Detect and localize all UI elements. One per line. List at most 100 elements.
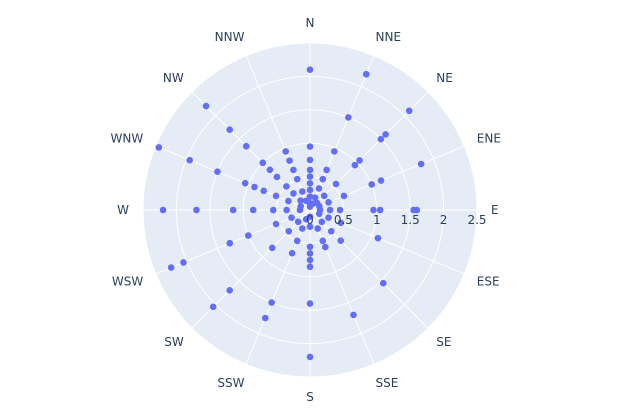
data-point-66 bbox=[226, 287, 233, 294]
data-point-103 bbox=[290, 166, 297, 174]
data-point-21 bbox=[356, 157, 363, 164]
data-point-20 bbox=[377, 135, 385, 143]
data-point-97 bbox=[273, 173, 281, 181]
data-point-104 bbox=[293, 175, 301, 183]
data-point-39 bbox=[374, 234, 382, 242]
data-point-40 bbox=[337, 219, 345, 227]
radial-tick-labels: 0 0.5 1 1.5 2 2.5 bbox=[306, 213, 486, 227]
data-point-37 bbox=[326, 206, 334, 214]
data-point-101 bbox=[282, 148, 290, 155]
data-point-52 bbox=[306, 300, 314, 307]
data-point-30 bbox=[325, 199, 332, 206]
direction-label-sse: SSE bbox=[376, 376, 399, 390]
data-point-14 bbox=[319, 175, 327, 183]
angular-grid-line-sse bbox=[309, 209, 375, 365]
data-point-27 bbox=[377, 177, 385, 184]
data-point-34 bbox=[376, 206, 384, 214]
data-point-46 bbox=[318, 218, 326, 226]
data-point-94 bbox=[242, 142, 250, 150]
data-point-53 bbox=[306, 263, 314, 271]
data-point-98 bbox=[283, 183, 290, 190]
data-point-89 bbox=[272, 192, 280, 200]
data-point-56 bbox=[306, 243, 314, 251]
direction-labels: N NNE NE ENE E ESE SE SSE S SSW SW WSW W WNW NW NNW bbox=[111, 16, 501, 404]
data-point-102 bbox=[286, 157, 293, 164]
data-points bbox=[155, 66, 425, 361]
direction-label-ssw: SSW bbox=[217, 376, 244, 390]
data-point-28 bbox=[368, 181, 376, 188]
direction-label-s: S bbox=[306, 390, 314, 404]
data-point-4 bbox=[306, 173, 314, 180]
data-point-19 bbox=[382, 131, 389, 138]
direction-label-n: N bbox=[306, 16, 315, 30]
data-point-67 bbox=[268, 244, 276, 252]
data-point-87 bbox=[251, 183, 258, 191]
data-point-41 bbox=[325, 214, 332, 221]
angular-grid-line-ene bbox=[309, 145, 465, 211]
data-point-84 bbox=[186, 156, 193, 164]
data-point-77 bbox=[193, 206, 200, 214]
data-point-73 bbox=[244, 232, 252, 239]
direction-label-se: SE bbox=[436, 335, 451, 349]
direction-label-ese: ESE bbox=[477, 275, 500, 289]
data-point-0 bbox=[306, 66, 314, 74]
direction-label-w: W bbox=[117, 203, 129, 217]
data-point-74 bbox=[272, 220, 280, 228]
data-point-100 bbox=[297, 197, 304, 204]
data-point-83 bbox=[155, 144, 163, 151]
data-point-29 bbox=[340, 192, 348, 200]
data-point-78 bbox=[229, 206, 237, 214]
data-point-63 bbox=[299, 225, 306, 232]
data-point-99 bbox=[290, 190, 297, 197]
angular-grid-line-wnw bbox=[155, 145, 311, 211]
data-point-62 bbox=[293, 237, 301, 245]
data-point-5 bbox=[306, 179, 314, 187]
data-point-68 bbox=[285, 227, 293, 235]
data-point-23 bbox=[332, 180, 340, 188]
angular-grid-line-nnw bbox=[245, 55, 311, 211]
data-point-45 bbox=[327, 227, 335, 235]
data-point-75 bbox=[288, 214, 295, 221]
data-point-90 bbox=[285, 197, 292, 205]
data-point-24 bbox=[320, 192, 328, 200]
data-point-15 bbox=[315, 185, 323, 192]
data-point-95 bbox=[259, 159, 267, 167]
data-point-85 bbox=[214, 168, 221, 175]
data-point-6 bbox=[306, 186, 314, 194]
data-point-92 bbox=[202, 102, 210, 110]
data-point-26 bbox=[417, 160, 425, 168]
data-point-48 bbox=[322, 243, 329, 251]
angular-grid-line-nne bbox=[309, 55, 375, 211]
data-point-64 bbox=[302, 215, 310, 223]
data-point-106 bbox=[302, 197, 310, 205]
radial-tick-label-3: 1.5 bbox=[401, 213, 420, 227]
data-point-12 bbox=[330, 148, 338, 155]
data-point-44 bbox=[337, 237, 345, 244]
data-point-47 bbox=[350, 311, 357, 319]
angular-grid-line-nw bbox=[191, 91, 311, 211]
data-point-16 bbox=[311, 194, 319, 201]
data-point-61 bbox=[288, 249, 296, 257]
data-point-70 bbox=[167, 264, 175, 271]
data-point-22 bbox=[351, 161, 359, 169]
data-point-35 bbox=[370, 206, 377, 214]
angular-grid-line-ese bbox=[309, 209, 465, 275]
data-point-65 bbox=[209, 303, 217, 311]
direction-label-sw: SW bbox=[164, 335, 184, 349]
data-point-96 bbox=[266, 166, 274, 174]
data-point-18 bbox=[405, 107, 413, 115]
data-point-93 bbox=[226, 126, 233, 133]
data-point-88 bbox=[260, 187, 268, 195]
data-point-79 bbox=[249, 206, 257, 214]
data-point-80 bbox=[269, 206, 277, 214]
data-point-72 bbox=[226, 239, 234, 247]
direction-label-ene: ENE bbox=[477, 131, 501, 145]
data-point-91 bbox=[297, 202, 305, 210]
radial-tick-label-1: 0.5 bbox=[334, 213, 353, 227]
data-point-55 bbox=[306, 250, 314, 257]
direction-label-nw: NW bbox=[163, 71, 184, 85]
data-point-36 bbox=[336, 206, 344, 214]
data-point-42 bbox=[315, 210, 323, 218]
data-point-50 bbox=[314, 225, 321, 232]
